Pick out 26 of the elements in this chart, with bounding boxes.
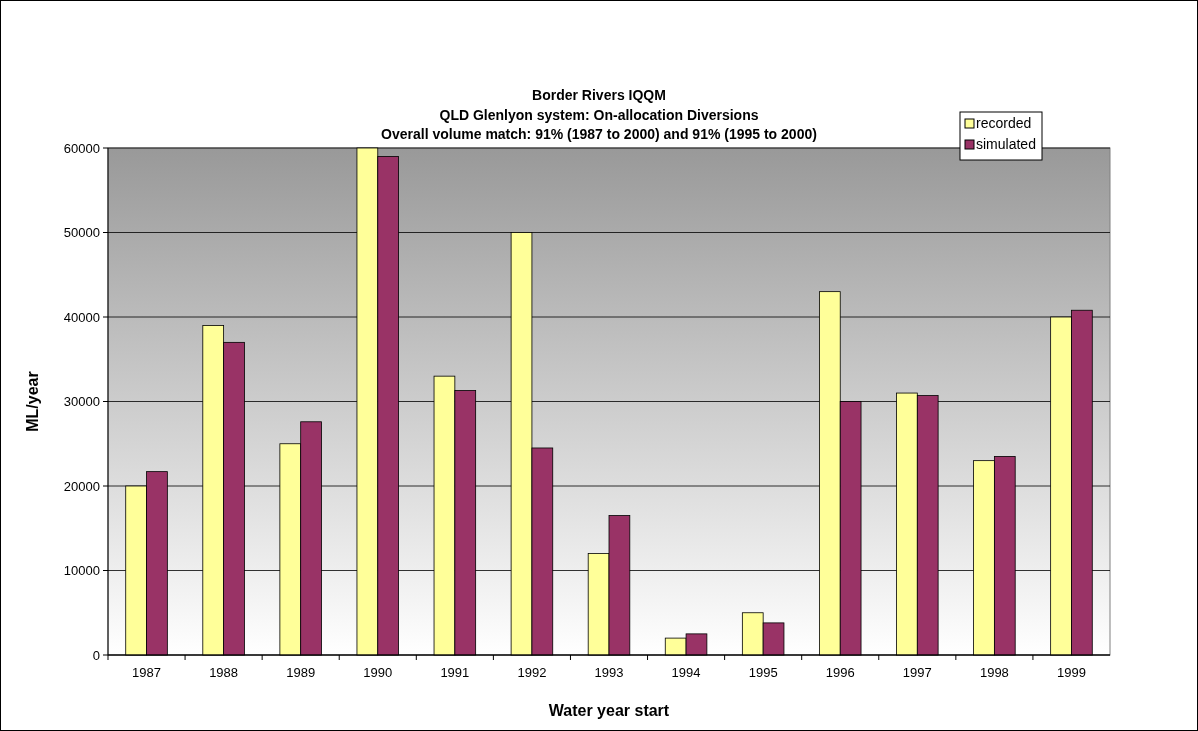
x-tick-label: 1993: [594, 665, 624, 680]
legend-label: simulated: [976, 136, 1036, 152]
chart-title: Border Rivers IQQM: [532, 87, 666, 103]
x-tick-label: 1995: [748, 665, 778, 680]
x-tick-label: 1994: [671, 665, 701, 680]
x-tick-label: 1989: [286, 665, 316, 680]
x-tick-label: 1991: [440, 665, 470, 680]
y-tick-label: 0: [92, 647, 100, 663]
x-tick-label: 1999: [1057, 665, 1086, 680]
x-tick-label: 1987: [132, 665, 161, 680]
y-axis-title: ML/year: [24, 371, 41, 432]
y-tick-label: 30000: [63, 394, 100, 410]
x-tick-label: 1990: [363, 665, 393, 680]
x-tick-label: 1997: [902, 665, 932, 680]
y-tick-label: 40000: [63, 309, 100, 325]
chart-subtitle: QLD Glenlyon system: On-allocation Diversions Overall volume match: 91% (1987 to 2000) and 91% (1995 to 2000): [381, 107, 817, 142]
x-tick-label: 1992: [517, 665, 547, 680]
x-axis-title: Water year start: [548, 702, 670, 719]
legend-label: recorded: [976, 115, 1032, 131]
x-tick-label: 1996: [825, 665, 855, 680]
x-tick-label: 1988: [209, 665, 239, 680]
x-tick-label: 1998: [979, 665, 1009, 680]
y-tick-label: 10000: [63, 563, 100, 579]
y-tick-label: 20000: [63, 478, 100, 494]
y-tick-label: 60000: [63, 140, 100, 156]
y-tick-label: 50000: [63, 225, 100, 241]
